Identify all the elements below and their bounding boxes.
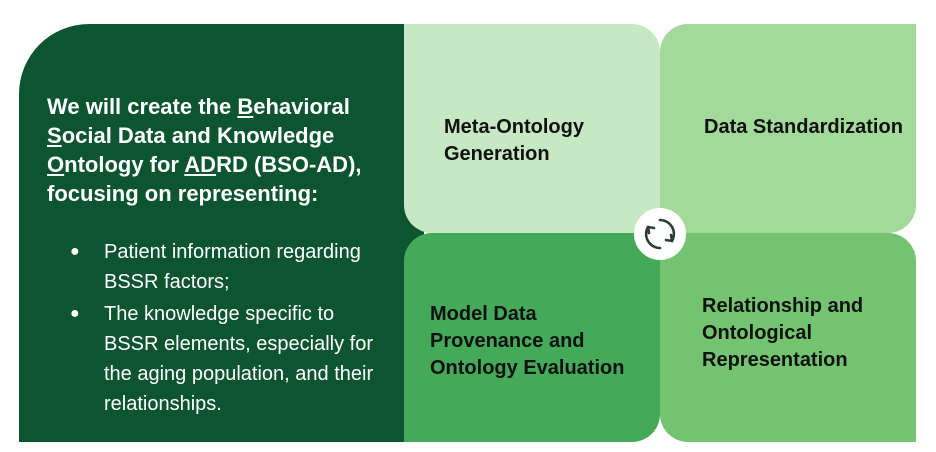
intro-heading: We will create the Behavioral Social Dat…	[47, 94, 362, 206]
list-item: ● The knowledge specific to BSSR element…	[70, 299, 390, 419]
tile-data-standardization: Data Standardization	[660, 24, 916, 233]
tile-relationship-representation: Relationship and Ontological Representat…	[660, 233, 916, 442]
tile-label: Model Data Provenance and Ontology Evalu…	[430, 303, 625, 379]
bullet-icon: ●	[70, 243, 80, 260]
tile-meta-ontology-generation: Meta-Ontology Generation	[404, 24, 660, 233]
tile-label: Relationship and Ontological Representat…	[702, 295, 864, 371]
cycle-arrows-icon	[644, 218, 676, 250]
focus-list: ● Patient information regarding BSSR fac…	[70, 237, 390, 421]
list-item-text: The knowledge specific to BSSR elements,…	[104, 303, 374, 415]
tile-label: Data Standardization	[704, 116, 903, 138]
intro-panel	[19, 24, 424, 442]
list-item: ● Patient information regarding BSSR fac…	[70, 237, 390, 297]
bullet-icon: ●	[70, 305, 80, 322]
cycle-badge	[634, 208, 686, 260]
tile-model-data-provenance: Model Data Provenance and Ontology Evalu…	[404, 233, 660, 442]
list-item-text: Patient information regarding BSSR facto…	[104, 241, 361, 293]
tile-label: Meta-Ontology Generation	[444, 116, 584, 165]
